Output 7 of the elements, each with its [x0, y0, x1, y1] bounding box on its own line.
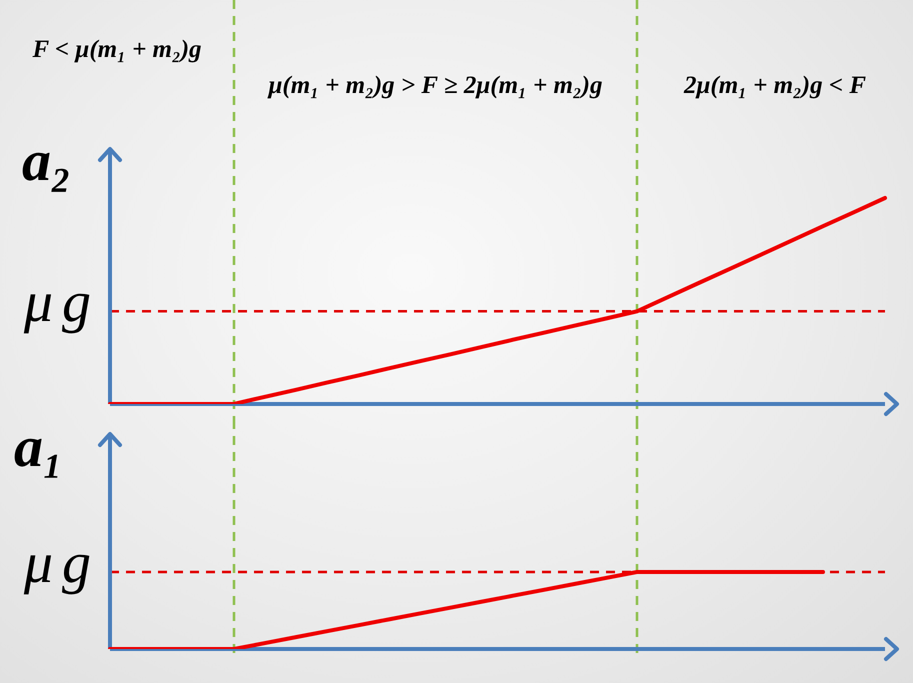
- y-axis-title: a₂: [22, 128, 72, 193]
- text: 2μ(m₁ + m₂)g < F: [684, 72, 866, 100]
- text: F < μ(m₁ + m₂)g: [32, 36, 202, 64]
- text: μ(m₁ + m₂)g > F ≥ 2μ(m₁ + m₂)g: [268, 72, 602, 100]
- ref-line-label: μg: [22, 269, 100, 334]
- y-axis-title: a₁: [14, 414, 64, 479]
- ref-line-label: μg: [22, 530, 100, 595]
